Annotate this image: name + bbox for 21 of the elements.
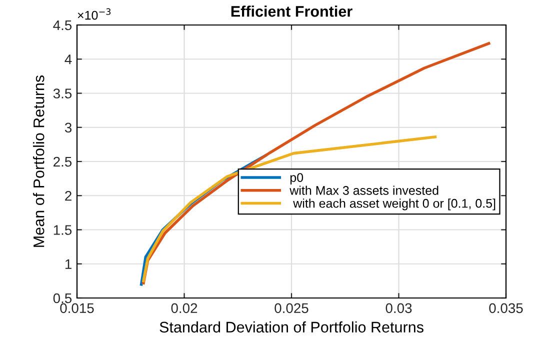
legend-label: with Max 3 assets invested: [290, 186, 438, 195]
y-tick-label: 3: [64, 122, 72, 133]
legend-label: p0: [290, 173, 304, 184]
legend-label: with each asset weight 0 or [0.1, 0.5]: [293, 198, 496, 210]
y-tick-label: 3.5: [53, 88, 72, 98]
x-axis-title: Standard Deviation of Portfolio Returns: [160, 321, 424, 333]
y-tick-label: 4.5: [53, 20, 72, 30]
x-tick-label: 0.02: [171, 303, 198, 314]
chart-title: Efficient Frontier: [231, 6, 352, 17]
y-tick-label: 0.5: [53, 293, 72, 304]
y-tick-label: 1.5: [54, 225, 72, 235]
y-tick-label: 1: [65, 259, 72, 269]
x-tick-label: 0.015: [60, 303, 94, 314]
text: ×10$^{−3}$: [78, 8, 111, 20]
y-tick-label: 2.5: [54, 156, 72, 167]
y-tick-label: 4: [64, 54, 72, 64]
x-tick-label: 0.035: [489, 303, 523, 314]
y-axis-title: Mean of Portfolio Returns: [33, 75, 44, 247]
x-tick-label: 0.025: [274, 303, 308, 314]
x-tick-label: 0.03: [386, 303, 412, 314]
y-tick-label: 2: [65, 190, 72, 201]
